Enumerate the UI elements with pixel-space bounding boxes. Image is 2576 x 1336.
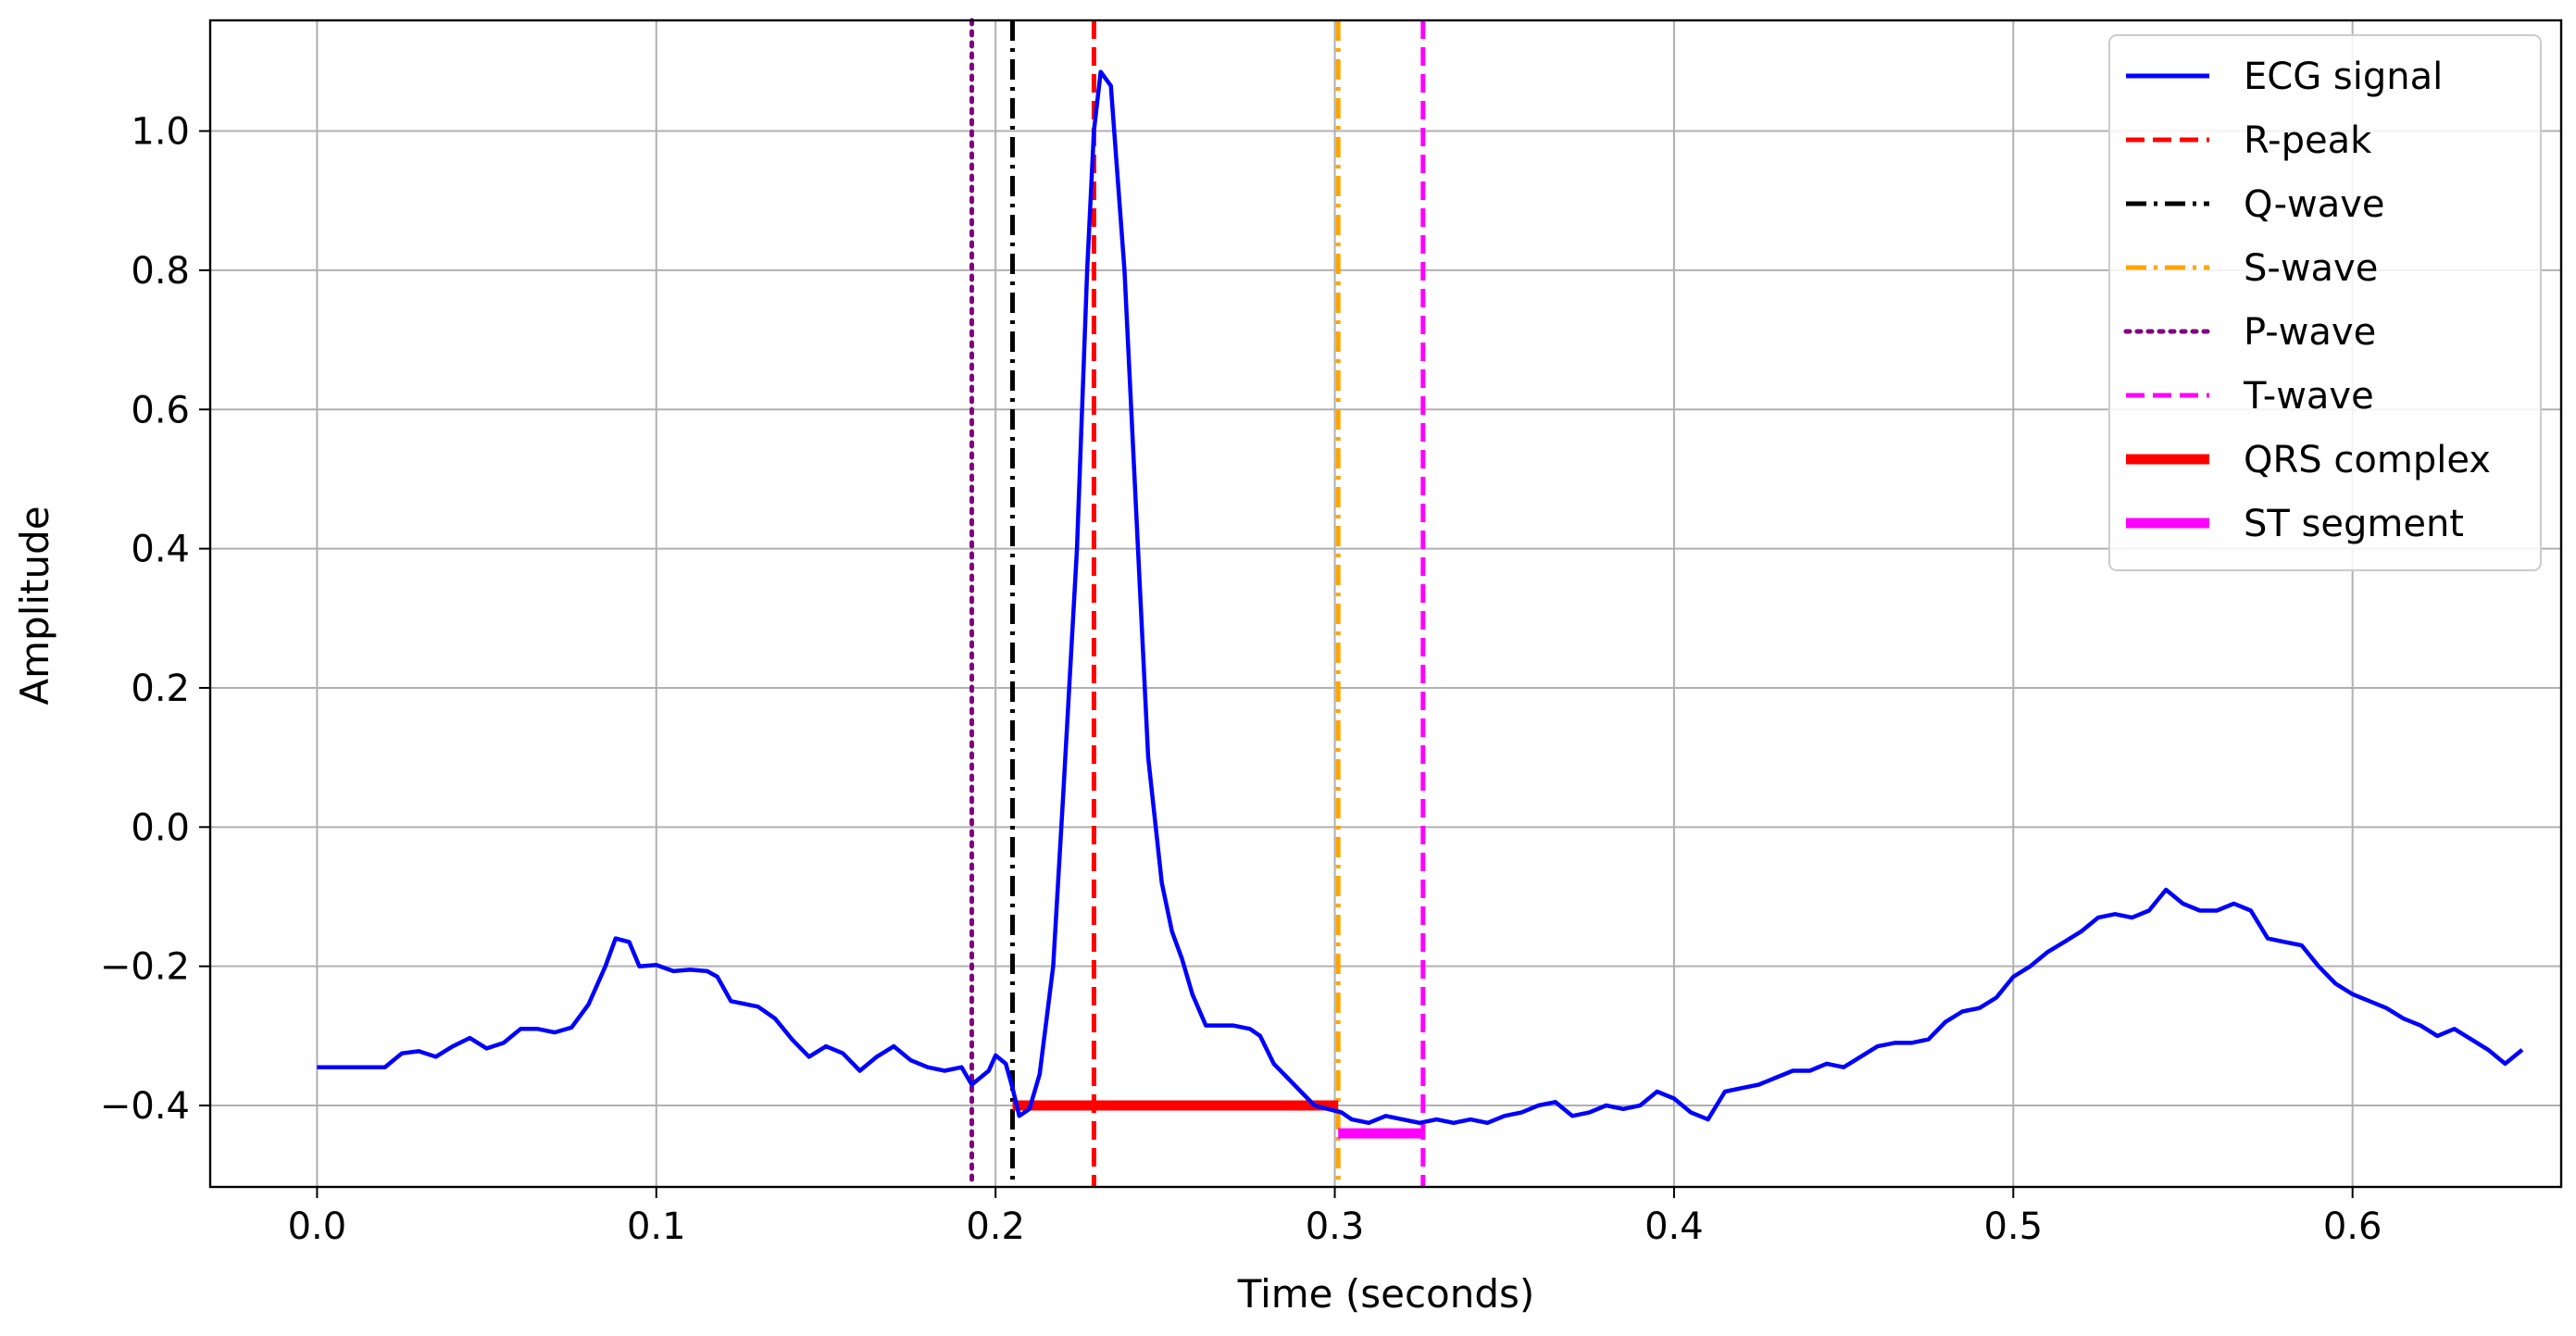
legend-label: R-peak xyxy=(2244,119,2372,162)
legend-label: QRS complex xyxy=(2244,439,2491,481)
legend-label: T-wave xyxy=(2243,375,2374,418)
y-tick-label: −0.2 xyxy=(100,946,190,989)
event-markers xyxy=(969,18,1426,1190)
legend-box xyxy=(2108,34,2542,571)
legend: ECG signal R-peak Q-wave S-wave P-wave T-wave… xyxy=(2108,34,2542,571)
plot-frame xyxy=(208,19,2563,1189)
x-tick-label: 0.5 xyxy=(1983,1205,2043,1248)
y-tick-label: 0.0 xyxy=(131,806,190,849)
x-tick-label: 0.0 xyxy=(288,1205,347,1248)
y-tick-label: −0.4 xyxy=(100,1085,190,1128)
legend-label: P-wave xyxy=(2244,311,2376,354)
ecg-series xyxy=(317,69,2524,1126)
y-tick-label: 0.4 xyxy=(131,529,190,571)
ecg-signal-line xyxy=(317,69,2524,1126)
x-tick-label: 0.1 xyxy=(627,1205,686,1248)
y-tick-label: 0.6 xyxy=(131,389,190,431)
y-axis-label: Amplitude xyxy=(12,506,57,705)
x-tick-label: 0.6 xyxy=(2323,1205,2382,1248)
grid xyxy=(210,20,2561,1187)
legend-label: Q-wave xyxy=(2244,183,2385,226)
y-axis-ticks: −0.4 −0.2 0.0 0.2 0.4 0.6 0.8 1.0 xyxy=(100,111,210,1128)
legend-label: ST segment xyxy=(2244,503,2464,545)
legend-label: ECG signal xyxy=(2244,56,2443,98)
y-tick-label: 0.8 xyxy=(131,250,190,293)
legend-label: S-wave xyxy=(2244,247,2378,290)
y-tick-label: 0.2 xyxy=(131,668,190,710)
interval-segments xyxy=(1012,1100,1423,1139)
x-tick-label: 0.3 xyxy=(1306,1205,1365,1248)
y-tick-label: 1.0 xyxy=(131,111,190,154)
x-tick-label: 0.2 xyxy=(966,1205,1025,1248)
x-axis-ticks: 0.0 0.1 0.2 0.3 0.4 0.5 0.6 xyxy=(288,1187,2382,1248)
x-tick-label: 0.4 xyxy=(1644,1205,1704,1248)
x-axis-label: Time (seconds) xyxy=(1237,1271,1535,1317)
